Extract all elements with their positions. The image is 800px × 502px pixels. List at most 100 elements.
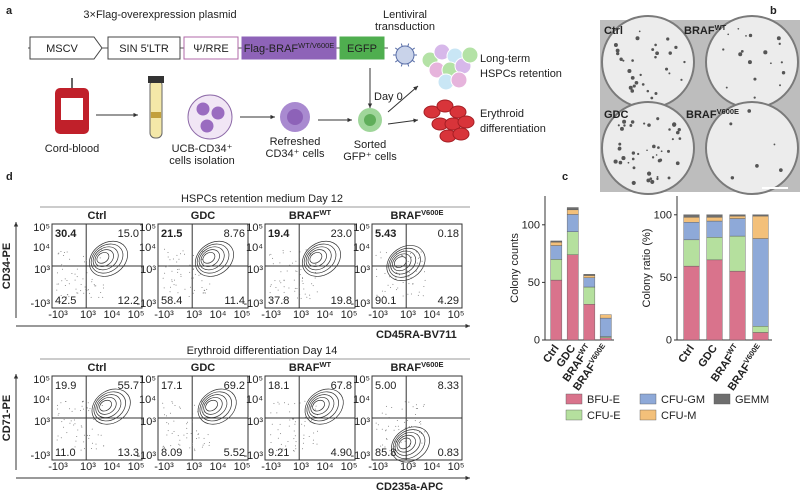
event bbox=[286, 270, 288, 272]
contour bbox=[307, 249, 327, 267]
step-text: UCB-CD34⁺ bbox=[172, 143, 233, 155]
colony bbox=[755, 164, 759, 168]
event bbox=[67, 294, 69, 296]
event bbox=[83, 441, 85, 443]
text-part: BRAF bbox=[686, 109, 717, 121]
colony bbox=[657, 146, 660, 149]
colony bbox=[660, 150, 663, 153]
event bbox=[387, 425, 389, 427]
event bbox=[167, 256, 169, 258]
event bbox=[98, 296, 100, 298]
quadrant-value: 42.5 bbox=[55, 295, 76, 307]
event bbox=[61, 265, 63, 267]
event bbox=[299, 402, 301, 404]
event bbox=[196, 438, 198, 440]
event bbox=[381, 412, 383, 414]
arrow bbox=[387, 85, 419, 113]
event bbox=[171, 270, 173, 272]
event bbox=[395, 278, 397, 280]
y-tick-label: 50 bbox=[660, 272, 672, 284]
event bbox=[293, 450, 295, 452]
colony bbox=[622, 119, 627, 124]
colony bbox=[630, 120, 635, 124]
colony bbox=[668, 51, 672, 55]
text-part: BRAF bbox=[684, 25, 715, 37]
y-tick-label: 10⁴ bbox=[246, 242, 263, 254]
x-tick-label: 10³ bbox=[186, 309, 202, 321]
event bbox=[207, 434, 209, 436]
event bbox=[204, 290, 206, 292]
event bbox=[387, 284, 389, 286]
event bbox=[293, 430, 295, 432]
event bbox=[179, 444, 181, 446]
event bbox=[404, 440, 406, 442]
superscript: V600E bbox=[587, 342, 607, 366]
event bbox=[165, 415, 167, 417]
event bbox=[75, 288, 77, 290]
event bbox=[416, 262, 418, 264]
rbc bbox=[449, 105, 467, 119]
colony bbox=[635, 36, 640, 41]
x-tick-label: 10⁴ bbox=[424, 461, 441, 473]
colony bbox=[729, 122, 733, 126]
y-tick-label: -10³ bbox=[136, 450, 156, 462]
event bbox=[163, 445, 165, 447]
event bbox=[178, 268, 180, 270]
event bbox=[63, 255, 65, 257]
event bbox=[300, 297, 302, 299]
bar-segment bbox=[752, 214, 769, 217]
event bbox=[56, 283, 58, 285]
event bbox=[280, 271, 282, 273]
event bbox=[76, 268, 78, 270]
x-tick-label: 10⁴ bbox=[104, 309, 121, 321]
event bbox=[277, 401, 279, 403]
colony bbox=[656, 177, 659, 181]
event bbox=[289, 411, 291, 413]
event bbox=[396, 420, 398, 422]
colony bbox=[627, 68, 632, 73]
event bbox=[86, 272, 88, 274]
event bbox=[194, 273, 196, 275]
y-tick-label: -10³ bbox=[350, 450, 370, 462]
contour bbox=[203, 397, 223, 415]
event bbox=[294, 403, 296, 405]
event bbox=[95, 448, 97, 450]
event bbox=[316, 430, 318, 432]
event bbox=[87, 434, 89, 436]
event bbox=[294, 287, 296, 289]
event bbox=[377, 424, 379, 426]
event bbox=[269, 449, 271, 451]
text-part: Flag-BRAF bbox=[244, 43, 299, 55]
nucleus bbox=[287, 109, 303, 125]
event bbox=[61, 280, 63, 282]
event bbox=[177, 435, 179, 437]
event bbox=[289, 251, 291, 253]
event bbox=[398, 429, 400, 431]
colony bbox=[769, 62, 772, 65]
quadrant-value: 13.3 bbox=[118, 447, 139, 459]
x-tick-label: 10⁵ bbox=[128, 461, 145, 473]
colony bbox=[616, 52, 620, 56]
event bbox=[280, 433, 282, 435]
event bbox=[186, 421, 188, 423]
event bbox=[402, 255, 404, 257]
bar-segment bbox=[566, 214, 579, 232]
event bbox=[93, 284, 95, 286]
legend-swatch bbox=[565, 393, 583, 405]
colony bbox=[677, 127, 681, 132]
event bbox=[396, 289, 398, 291]
colony bbox=[747, 109, 752, 113]
event bbox=[303, 288, 305, 290]
event bbox=[164, 272, 166, 274]
plasmid-label: Ψ/RRE bbox=[193, 43, 228, 55]
event bbox=[186, 427, 188, 429]
event bbox=[405, 248, 407, 250]
event bbox=[183, 434, 185, 436]
event bbox=[292, 449, 294, 451]
x-tick-label: 10³ bbox=[186, 461, 202, 473]
well bbox=[705, 101, 799, 195]
event bbox=[274, 280, 276, 282]
colony bbox=[675, 130, 680, 135]
well-label: GDC bbox=[604, 109, 629, 121]
event bbox=[56, 439, 58, 441]
